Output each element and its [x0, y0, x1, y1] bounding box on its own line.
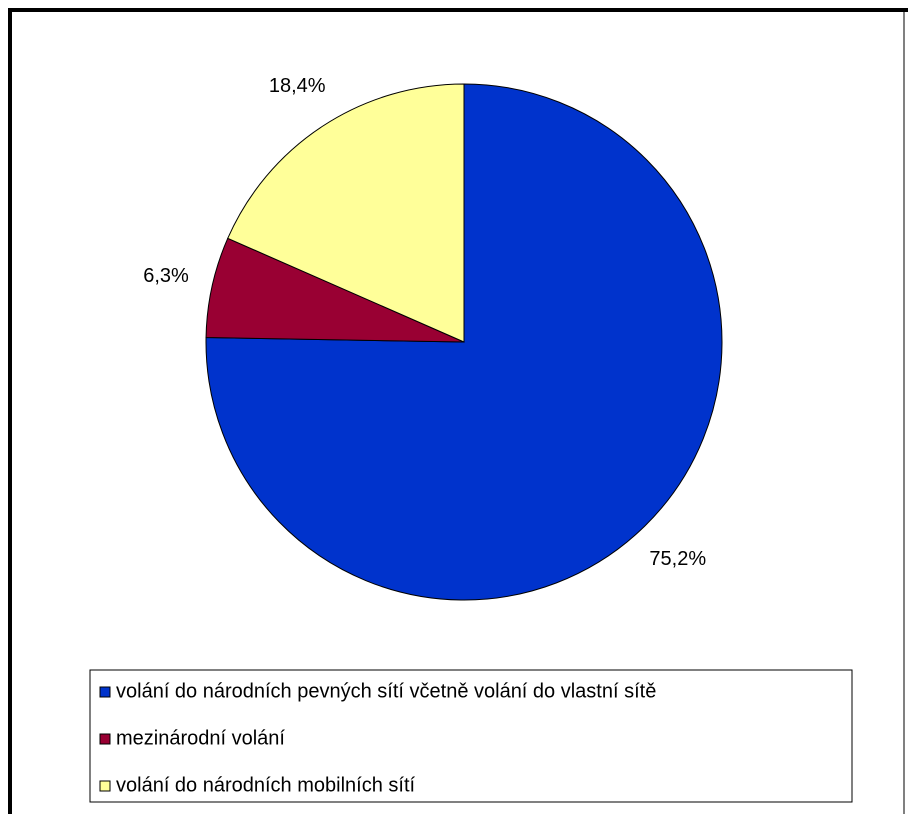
- legend-swatch: [99, 780, 111, 792]
- legend-swatch: [99, 686, 111, 698]
- data-label: 6,3%: [143, 265, 189, 287]
- pie-slice: [227, 83, 465, 343]
- legend-label: volání do národních pevných sítí včetně …: [116, 680, 656, 702]
- legend-label: mezinárodní volání: [116, 727, 285, 749]
- legend-box: [89, 669, 853, 803]
- data-label: 18,4%: [269, 75, 326, 97]
- pie-slice: [205, 83, 723, 601]
- legend-swatch: [99, 733, 111, 745]
- data-label: 75,2%: [649, 548, 706, 570]
- legend-label: volání do národních mobilních sítí: [116, 774, 416, 796]
